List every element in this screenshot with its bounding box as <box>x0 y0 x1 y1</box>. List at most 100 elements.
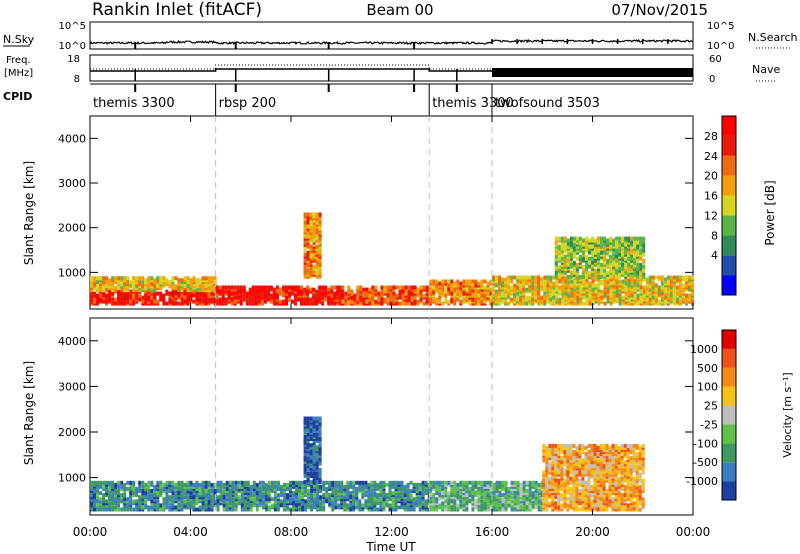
data-cell <box>569 499 573 504</box>
data-cell <box>379 505 383 510</box>
data-cell <box>207 491 211 496</box>
data-cell <box>548 443 552 448</box>
data-cell <box>429 279 433 284</box>
data-cell <box>567 287 571 292</box>
data-cell <box>563 482 567 487</box>
data-cell <box>225 499 229 504</box>
data-cell <box>147 507 151 512</box>
data-cell <box>429 499 433 504</box>
data-cell <box>391 497 395 502</box>
data-cell <box>537 507 541 512</box>
data-cell <box>96 299 99 304</box>
data-cell <box>162 501 166 506</box>
data-cell <box>382 497 386 502</box>
data-cell <box>545 499 549 504</box>
data-cell <box>563 262 567 267</box>
data-cell <box>528 495 532 500</box>
data-cell <box>132 480 136 485</box>
data-cell <box>180 493 184 498</box>
data-cell <box>392 287 396 292</box>
data-cell <box>222 503 226 508</box>
data-cell <box>141 484 145 489</box>
data-cell <box>419 285 423 290</box>
data-cell <box>551 476 555 481</box>
data-cell <box>129 280 133 285</box>
data-cell <box>522 484 526 489</box>
data-cell <box>450 297 454 302</box>
data-cell <box>498 275 501 280</box>
data-cell <box>581 495 585 500</box>
data-cell <box>315 252 319 257</box>
data-cell <box>337 495 341 500</box>
data-cell <box>147 505 151 510</box>
data-cell <box>552 275 556 280</box>
data-cell <box>587 482 591 487</box>
data-cell <box>307 495 311 500</box>
data-cell <box>240 482 244 487</box>
data-cell <box>315 222 319 227</box>
data-cell <box>572 499 576 504</box>
data-cell <box>575 460 579 465</box>
data-cell <box>554 252 558 257</box>
data-cell <box>459 480 463 485</box>
data-cell <box>554 260 558 265</box>
data-cell <box>596 482 600 487</box>
data-cell <box>180 495 184 500</box>
data-cell <box>406 507 410 512</box>
data-cell <box>282 291 285 296</box>
data-cell <box>540 295 544 300</box>
data-cell <box>312 459 316 464</box>
data-cell <box>304 499 308 504</box>
data-cell <box>105 499 109 504</box>
data-cell <box>441 287 445 292</box>
data-cell <box>279 487 283 491</box>
data-cell <box>231 507 235 512</box>
data-cell <box>593 443 597 448</box>
data-cell <box>90 480 93 485</box>
data-cell <box>412 503 416 508</box>
data-cell <box>618 301 622 306</box>
data-cell <box>249 495 253 500</box>
data-cell <box>165 505 169 510</box>
data-cell <box>108 482 112 487</box>
data-cell <box>412 507 416 512</box>
data-cell <box>566 480 570 485</box>
data-cell <box>483 279 487 284</box>
data-cell <box>141 280 145 285</box>
data-cell <box>636 293 640 298</box>
data-cell <box>554 487 558 491</box>
data-cell <box>545 480 549 485</box>
data-cell <box>138 276 142 281</box>
data-cell <box>183 499 187 504</box>
data-cell <box>303 252 307 257</box>
data-cell <box>189 499 193 504</box>
data-cell <box>162 503 166 508</box>
data-cell <box>225 507 229 512</box>
data-cell <box>316 493 320 498</box>
data-cell <box>572 450 576 454</box>
data-cell <box>590 470 594 475</box>
data-cell <box>252 480 256 485</box>
data-cell <box>590 499 594 504</box>
data-cell <box>309 418 313 423</box>
data-cell <box>447 291 451 296</box>
data-cell <box>132 507 136 512</box>
data-cell <box>318 212 322 217</box>
data-cell <box>315 260 319 265</box>
data-cell <box>546 275 550 280</box>
data-cell <box>489 491 493 496</box>
data-cell <box>548 491 552 496</box>
data-cell <box>260 293 264 298</box>
data-cell <box>370 495 374 500</box>
data-cell <box>129 495 133 500</box>
data-cell <box>117 289 121 294</box>
data-cell <box>572 460 576 465</box>
data-cell <box>424 482 428 487</box>
data-cell <box>507 503 511 508</box>
data-cell <box>383 289 387 294</box>
data-cell <box>578 491 582 496</box>
data-cell <box>504 495 508 500</box>
data-cell <box>330 285 334 290</box>
data-cell <box>258 487 262 491</box>
data-cell <box>681 283 685 288</box>
